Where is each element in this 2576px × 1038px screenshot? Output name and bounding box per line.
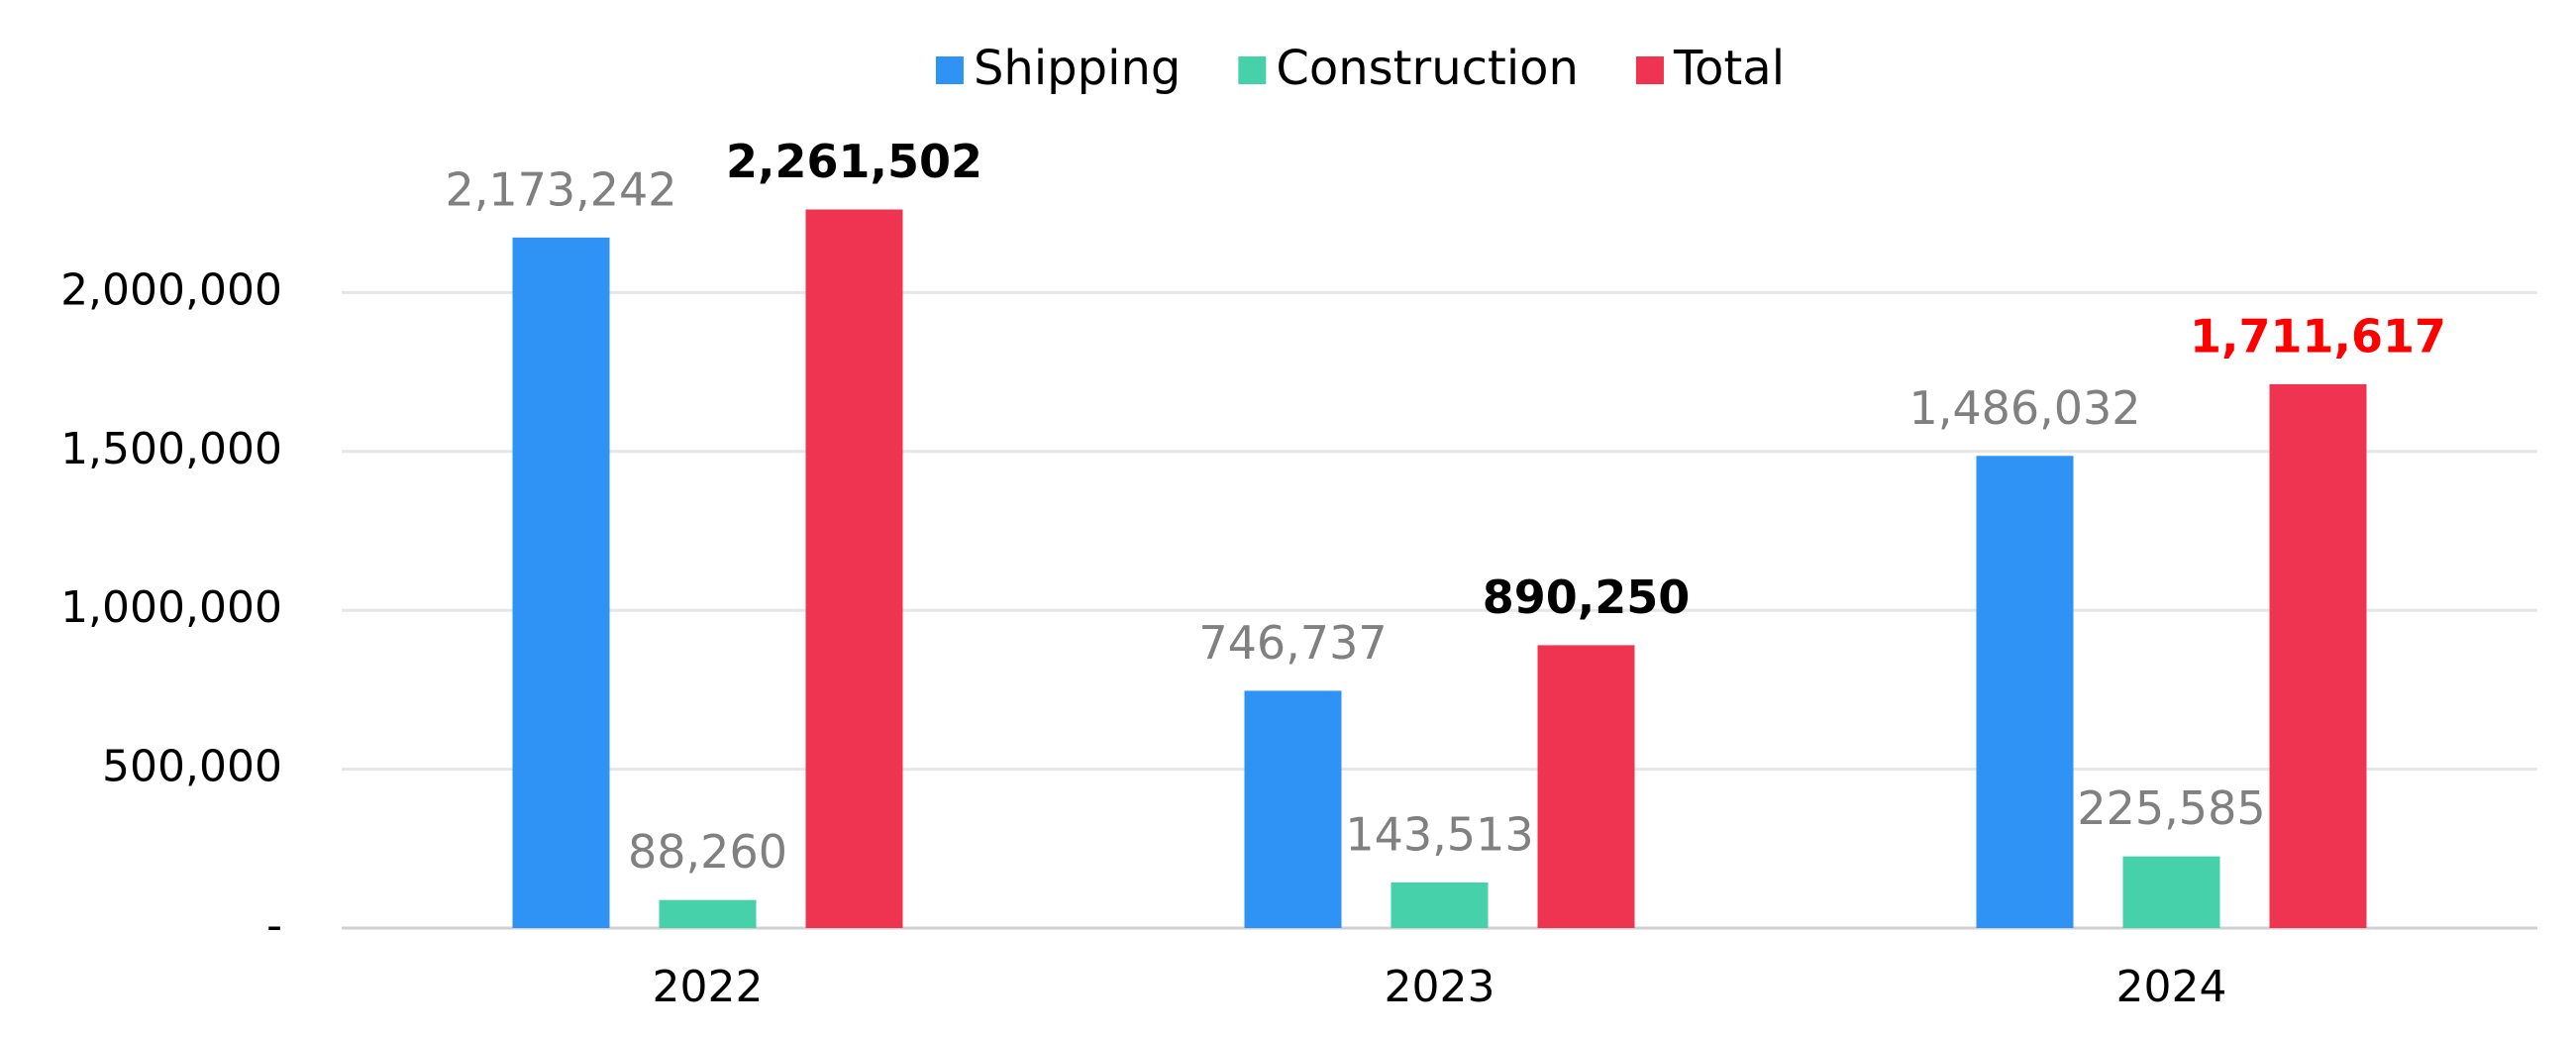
x-tick-label: 2024 [2116, 962, 2227, 1012]
x-tick-label: 2022 [653, 962, 764, 1012]
legend-label: Shipping [974, 41, 1181, 96]
legend-label: Construction [1276, 41, 1579, 96]
value-label: 225,585 [2077, 781, 2265, 835]
value-label: 890,250 [1483, 571, 1691, 624]
bar [659, 899, 757, 928]
y-tick-label: 1,000,000 [60, 582, 282, 633]
value-label: 88,260 [628, 825, 787, 879]
x-tick-label: 2023 [1385, 962, 1495, 1012]
legend-swatch [935, 56, 964, 84]
bar [805, 209, 903, 929]
value-label: 2,173,242 [445, 162, 676, 216]
legend-label: Total [1673, 41, 1785, 96]
bar [1391, 882, 1489, 928]
y-tick-label: 2,000,000 [60, 264, 282, 315]
bar [1537, 645, 1635, 928]
legend-swatch [1635, 56, 1664, 84]
y-tick-label: 1,500,000 [60, 424, 282, 474]
bar [512, 237, 610, 928]
bar [2122, 856, 2220, 928]
legend-swatch [1238, 56, 1267, 84]
y-tick-label: - [266, 900, 282, 951]
bar [1976, 456, 2074, 928]
value-label: 2,261,502 [726, 135, 982, 188]
y-tick-label: 500,000 [102, 742, 282, 792]
value-label: 1,486,032 [1908, 381, 2140, 435]
value-label: 746,737 [1198, 616, 1387, 670]
value-label: 1,711,617 [2190, 309, 2446, 363]
bar [2269, 383, 2367, 928]
value-label: 143,513 [1345, 807, 1533, 861]
bar [1244, 690, 1342, 928]
